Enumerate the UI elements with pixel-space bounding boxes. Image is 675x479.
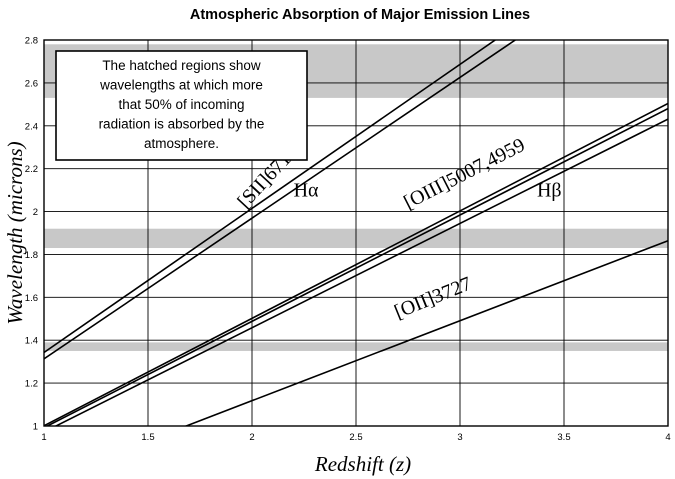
x-tick-label-2: 2 xyxy=(249,432,254,443)
annotation-line-3: that 50% of incoming xyxy=(118,97,244,112)
y-axis-ticks: 1 1.2 1.4 1.6 1.8 2 2.2 2.4 2.6 2.8 xyxy=(25,36,38,433)
line-label-2: Hα xyxy=(294,180,319,202)
x-tick-label-0: 1 xyxy=(41,432,46,443)
chart-title: Atmospheric Absorption of Major Emission… xyxy=(190,7,530,23)
annotation-box-border xyxy=(55,50,308,161)
emission-lines xyxy=(44,40,668,426)
line-label-5: [OII]3727 xyxy=(391,273,474,324)
y-tick-label-2: 1.4 xyxy=(25,336,38,347)
x-tick-label-5: 3.5 xyxy=(557,432,570,443)
y-tick-label-9: 2.8 xyxy=(25,36,38,47)
annotation-line-2: wavelengths at which more xyxy=(99,78,263,93)
plot-border xyxy=(43,39,669,427)
x-tick-label-4: 3 xyxy=(457,432,462,443)
y-tick-label-3: 1.6 xyxy=(25,293,38,304)
emission-line-1 xyxy=(44,40,497,354)
x-tick-label-3: 2.5 xyxy=(349,432,362,443)
annotation-box: The hatched regions show wavelengths at w… xyxy=(55,50,308,161)
emission-line-2 xyxy=(44,40,517,360)
y-tick-label-8: 2.6 xyxy=(25,78,38,89)
x-tick-label-1: 1.5 xyxy=(141,432,154,443)
line-label-3: [OIII]5007,4959 xyxy=(400,134,528,214)
annotation-text: The hatched regions show wavelengths at w… xyxy=(99,58,265,151)
emission-line-3 xyxy=(44,102,668,426)
plot-frame xyxy=(43,39,669,427)
emission-line-5 xyxy=(54,118,668,426)
annotation-line-4: radiation is absorbed by the xyxy=(99,117,265,132)
x-axis-label: Redshift (z) xyxy=(314,452,411,476)
y-axis-label: Wavelength (microns) xyxy=(3,141,27,324)
annotation-line-1: The hatched regions show xyxy=(102,58,261,73)
line-label-4: Hβ xyxy=(537,180,562,202)
x-tick-label-6: 4 xyxy=(665,432,670,443)
y-tick-label-7: 2.4 xyxy=(25,121,38,132)
y-tick-label-1: 1.2 xyxy=(25,379,38,390)
emission-line-4 xyxy=(45,107,668,426)
emission-line-6 xyxy=(183,239,668,426)
y-tick-label-0: 1 xyxy=(33,422,38,433)
y-tick-label-5: 2 xyxy=(33,207,38,218)
y-tick-label-6: 2.2 xyxy=(25,164,38,175)
y-tick-label-4: 1.8 xyxy=(25,250,38,261)
x-axis-ticks: 1 1.5 2 2.5 3 3.5 4 xyxy=(41,432,670,443)
annotation-line-5: atmosphere. xyxy=(144,136,219,151)
